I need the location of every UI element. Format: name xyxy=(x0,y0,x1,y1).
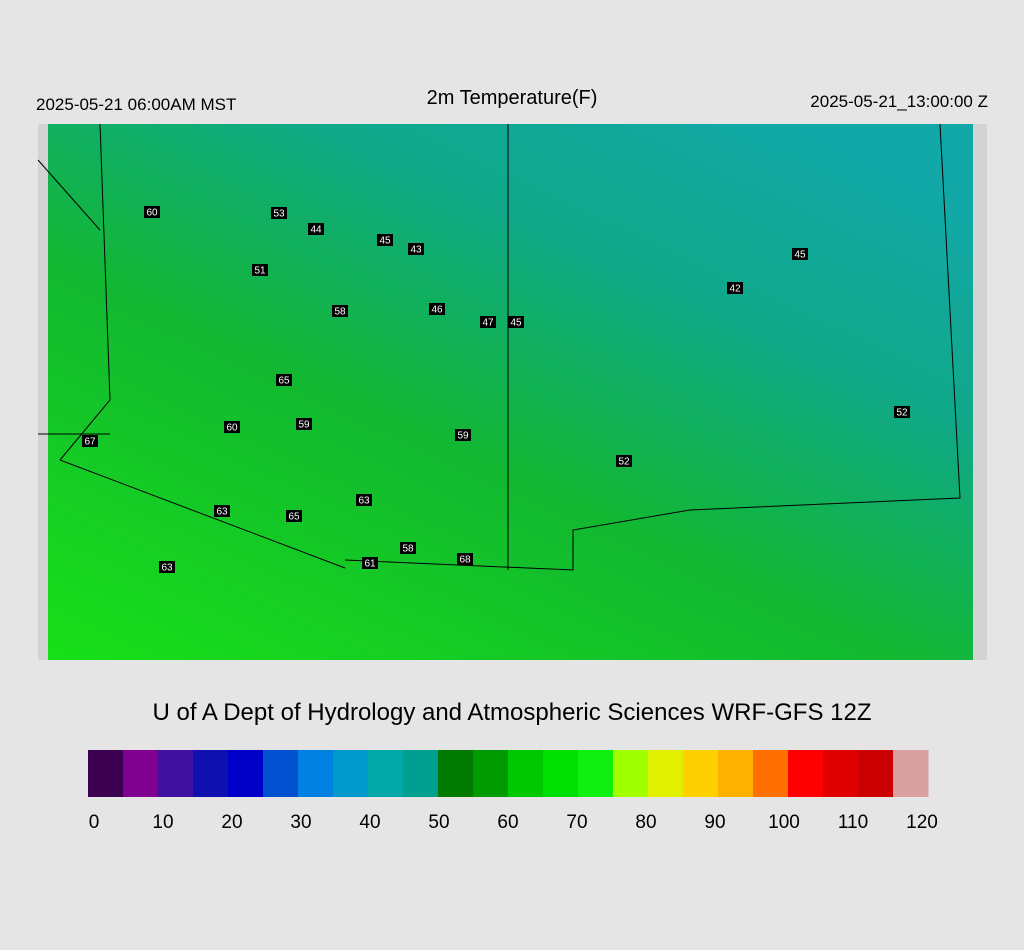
colorbar-tick-label: 80 xyxy=(635,812,656,833)
station-value: 61 xyxy=(364,559,376,570)
station-value: 63 xyxy=(161,563,173,574)
station-value: 58 xyxy=(334,307,346,318)
colorbar-segment xyxy=(753,750,789,797)
station-box xyxy=(508,316,524,328)
colorbar-tick-label: 40 xyxy=(359,812,380,833)
colorbar-tick-label: 20 xyxy=(221,812,242,833)
station-value: 53 xyxy=(273,209,285,220)
colorbar-segment xyxy=(368,750,404,797)
valid-time-utc: 2025-05-21_13:00:00 Z xyxy=(810,92,988,111)
station-box xyxy=(455,429,471,441)
colorbar-segment xyxy=(193,750,229,797)
colorbar-segment xyxy=(893,750,929,797)
station-box xyxy=(616,455,632,467)
station-value: 45 xyxy=(794,250,806,261)
colorbar-tick-label: 70 xyxy=(566,812,587,833)
boundaries xyxy=(37,123,961,571)
map-title: 2m Temperature(F) xyxy=(427,87,598,109)
station-value: 47 xyxy=(482,318,494,329)
station-box xyxy=(252,264,268,276)
colorbar-segment xyxy=(858,750,894,797)
station-box xyxy=(377,234,393,246)
colorbar-segment xyxy=(823,750,859,797)
colorbar-segment xyxy=(788,750,824,797)
station-box xyxy=(362,557,378,569)
station-value: 60 xyxy=(146,208,158,219)
colorbar-tick-label: 100 xyxy=(768,812,800,833)
colorbar-segment xyxy=(158,750,194,797)
station-value: 51 xyxy=(254,266,266,277)
colorbar-segment xyxy=(578,750,614,797)
colorbar-segment xyxy=(718,750,754,797)
colorbar-segment xyxy=(543,750,579,797)
station-box xyxy=(214,505,230,517)
station-box xyxy=(286,510,302,522)
station-box xyxy=(271,207,287,219)
colorbar-segment xyxy=(88,750,124,797)
station-value: 45 xyxy=(379,236,391,247)
colorbar-segment xyxy=(473,750,509,797)
station-value: 46 xyxy=(431,305,443,316)
colorbar-segment xyxy=(263,750,299,797)
colorbar-tick-label: 50 xyxy=(428,812,449,833)
colorbar-segment xyxy=(228,750,264,797)
colorbar-segment xyxy=(403,750,439,797)
station-box xyxy=(296,418,312,430)
stations: 60 53 44 45 43 51 58 46 47 45 42 45 65 60 59 59 52 52 67 63… xyxy=(82,206,910,574)
station-value: 52 xyxy=(896,408,908,419)
colorbar-tick-label: 60 xyxy=(497,812,518,833)
colorbar-segment xyxy=(508,750,544,797)
station-value: 58 xyxy=(402,544,414,555)
station-value: 65 xyxy=(288,512,300,523)
station-box xyxy=(159,561,175,573)
station-value: 59 xyxy=(298,420,310,431)
station-value: 44 xyxy=(310,225,322,236)
station-value: 59 xyxy=(457,431,469,442)
colorbar-tick-label: 10 xyxy=(152,812,173,833)
station-box xyxy=(82,435,98,447)
colorbar-segment xyxy=(123,750,159,797)
colorbar: 0 10 20 30 40 50 60 70 80 90 100 110 120 xyxy=(88,750,938,833)
station-value: 65 xyxy=(278,376,290,387)
colorbar-segment xyxy=(648,750,684,797)
station-value: 52 xyxy=(618,457,630,468)
colorbar-tick-label: 90 xyxy=(704,812,725,833)
colorbar-segment xyxy=(613,750,649,797)
station-value: 67 xyxy=(84,437,96,448)
colorbar-tick-label: 110 xyxy=(838,812,868,833)
station-box xyxy=(792,248,808,260)
station-box xyxy=(308,223,324,235)
station-box xyxy=(408,243,424,255)
station-value: 43 xyxy=(410,245,422,256)
station-box xyxy=(457,553,473,565)
station-value: 63 xyxy=(358,496,370,507)
colorbar-segment xyxy=(333,750,369,797)
station-value: 60 xyxy=(226,423,238,434)
colorbar-segment xyxy=(683,750,719,797)
station-box xyxy=(356,494,372,506)
station-box xyxy=(144,206,160,218)
colorbar-tick-label: 30 xyxy=(290,812,311,833)
valid-time-local: 2025-05-21 06:00AM MST xyxy=(36,95,236,114)
station-box xyxy=(727,282,743,294)
station-value: 63 xyxy=(216,507,228,518)
station-box xyxy=(332,305,348,317)
station-box xyxy=(276,374,292,386)
station-box xyxy=(480,316,496,328)
station-value: 42 xyxy=(729,284,741,295)
colorbar-tick-label: 0 xyxy=(89,812,100,833)
temperature-field xyxy=(48,124,973,660)
station-value: 45 xyxy=(510,318,522,329)
colorbar-tick-label: 120 xyxy=(906,812,938,833)
credit: U of A Dept of Hydrology and Atmospheric… xyxy=(153,699,872,726)
colorbar-segment xyxy=(298,750,334,797)
station-box xyxy=(400,542,416,554)
station-box xyxy=(429,303,445,315)
station-value: 68 xyxy=(459,555,471,566)
station-box xyxy=(894,406,910,418)
colorbar-segment xyxy=(438,750,474,797)
station-box xyxy=(224,421,240,433)
